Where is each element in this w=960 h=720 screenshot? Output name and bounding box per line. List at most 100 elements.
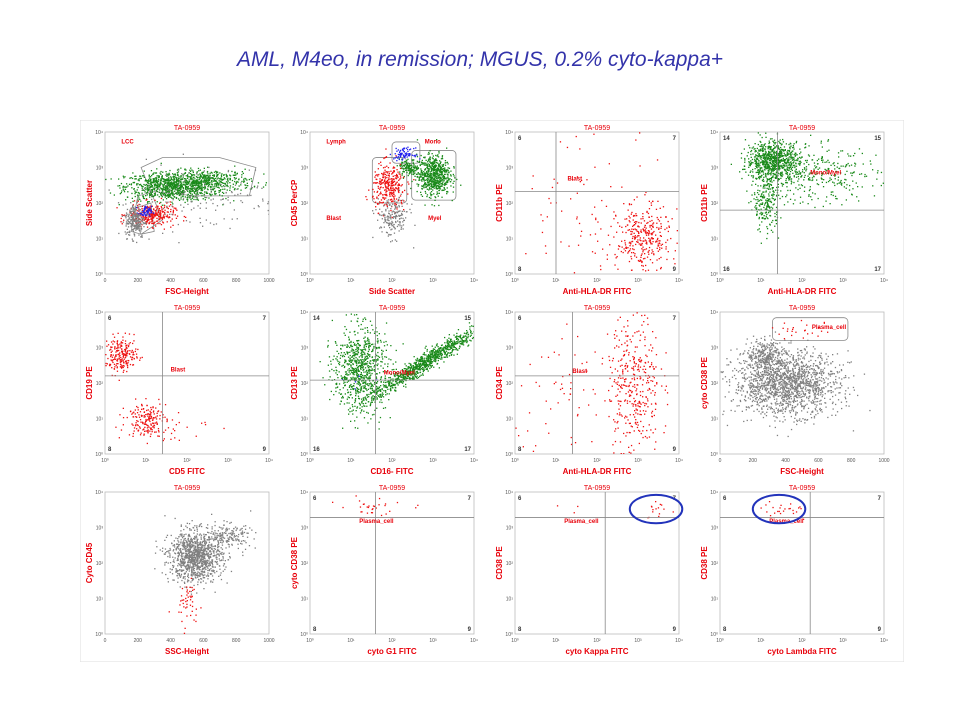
event-dot: [223, 177, 225, 179]
event-dot: [778, 157, 780, 159]
event-dot: [777, 171, 779, 173]
event-dot: [744, 157, 746, 160]
event-dot: [756, 211, 758, 213]
event-dot: [441, 185, 443, 187]
event-dot: [665, 216, 667, 218]
event-dot: [793, 176, 795, 178]
event-dot: [399, 195, 402, 197]
event-dot: [179, 193, 181, 196]
event-dot: [229, 189, 231, 191]
event-dot: [170, 183, 172, 186]
event-dot: [401, 214, 404, 216]
event-dot: [175, 183, 177, 186]
event-dot: [153, 212, 155, 214]
event-dot: [418, 160, 421, 163]
event-dot: [652, 241, 654, 243]
event-dot: [784, 149, 786, 151]
event-dot: [779, 155, 781, 157]
event-dot: [217, 184, 219, 186]
event-dot: [780, 159, 783, 161]
event-dot: [172, 183, 175, 185]
event-dot: [146, 185, 148, 187]
event-dot: [382, 214, 384, 216]
event-dot: [139, 214, 141, 216]
event-dot: [195, 175, 198, 178]
event-dot: [399, 164, 401, 166]
event-dot: [440, 173, 442, 175]
event-dot: [787, 175, 789, 177]
event-dot: [642, 213, 644, 215]
event-dot: [388, 212, 390, 214]
event-dot: [631, 231, 633, 233]
event-dot: [799, 160, 801, 162]
event-dot: [159, 222, 161, 225]
event-dot: [215, 182, 217, 185]
event-dot: [834, 195, 837, 197]
event-dot: [445, 183, 448, 185]
event-dot: [148, 209, 150, 211]
event-dot: [762, 212, 764, 214]
event-dot: [825, 169, 827, 171]
event-dot: [766, 213, 768, 215]
event-dot: [785, 143, 787, 145]
event-dot: [759, 164, 761, 167]
event-dot: [639, 165, 641, 167]
event-dot: [781, 154, 783, 157]
event-dot: [390, 180, 393, 183]
event-dot: [656, 247, 658, 249]
event-dot: [665, 241, 667, 244]
event-dot: [136, 228, 138, 230]
event-dot: [778, 169, 780, 171]
event-dot: [181, 186, 183, 188]
event-dot: [168, 178, 170, 180]
event-dot: [424, 190, 426, 193]
event-dot: [208, 176, 211, 178]
event-dot: [765, 146, 767, 148]
event-dot: [134, 175, 136, 177]
event-dot: [146, 181, 149, 184]
event-dot: [765, 199, 767, 201]
event-dot: [175, 192, 177, 194]
event-dot: [380, 193, 382, 195]
panel-title: TA-0959: [379, 125, 405, 132]
y-tick-label: 10⁰: [505, 272, 513, 278]
event-dot: [432, 180, 434, 182]
event-dot: [834, 184, 836, 187]
event-dot: [391, 228, 393, 230]
event-dot: [648, 240, 650, 242]
event-dot: [420, 171, 422, 173]
event-dot: [448, 178, 450, 180]
event-dot: [834, 175, 836, 177]
event-dot: [773, 150, 775, 152]
event-dot: [402, 177, 405, 179]
event-dot: [218, 187, 220, 189]
event-dot: [131, 213, 133, 215]
event-dot: [786, 151, 788, 153]
event-dot: [154, 215, 157, 217]
event-dot: [151, 174, 153, 177]
event-dot: [617, 248, 620, 250]
event-dot: [652, 222, 655, 224]
event-dot: [183, 173, 185, 175]
event-dot: [169, 188, 171, 190]
event-dot: [192, 196, 194, 198]
event-dot: [164, 180, 166, 182]
event-dot: [772, 167, 774, 169]
event-dot: [782, 149, 784, 151]
event-dot: [172, 179, 174, 181]
event-dot: [422, 177, 425, 179]
event-dot: [771, 197, 773, 199]
event-dot: [373, 212, 375, 215]
event-dot: [160, 194, 162, 196]
event-dot: [652, 223, 654, 225]
event-dot: [425, 186, 427, 189]
event-dot: [380, 180, 382, 182]
event-dot: [407, 193, 409, 195]
event-dot: [151, 219, 153, 221]
event-dot: [813, 170, 815, 172]
event-dot: [788, 178, 791, 180]
event-dot: [204, 182, 206, 184]
event-dot: [393, 226, 395, 229]
event-dot: [392, 217, 394, 219]
event-dot: [118, 232, 120, 235]
